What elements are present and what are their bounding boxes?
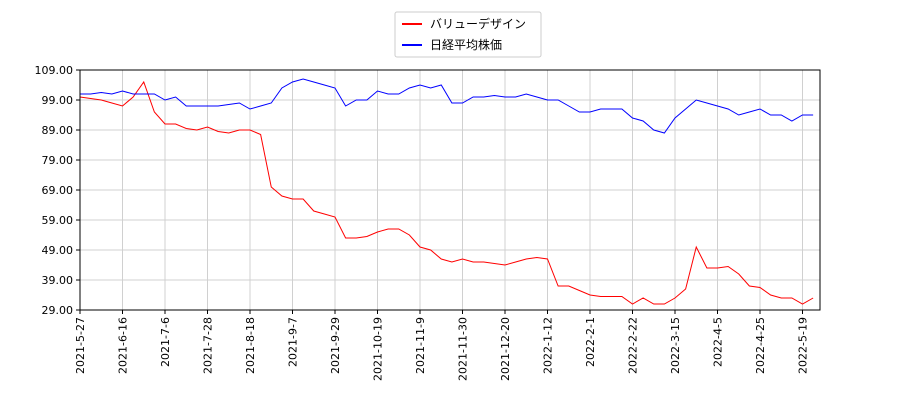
y-tick-label: 39.00: [42, 274, 74, 287]
x-tick-label: 2021-7-28: [202, 317, 215, 374]
x-tick-label: 2022-3-15: [669, 317, 682, 374]
x-tick-label: 2021-11-30: [457, 317, 470, 381]
legend-label: バリューデザイン: [430, 16, 526, 31]
x-tick-label: 2021-11-9: [414, 317, 427, 374]
x-tick-label: 2022-5-19: [797, 317, 810, 374]
series-line: [79, 80, 814, 305]
x-tick-label: 2022-2-22: [627, 317, 640, 374]
legend-label: 日経平均株価: [430, 37, 502, 52]
y-tick-label: 59.00: [42, 214, 74, 227]
y-tick-label: 109.00: [35, 64, 74, 77]
y-tick-label: 29.00: [42, 304, 74, 317]
x-tick-label: 2021-7-6: [159, 317, 172, 367]
y-tick-label: 79.00: [42, 154, 74, 167]
x-tick-label: 2022-2-1: [584, 317, 597, 367]
series-line: [80, 78, 814, 134]
y-tick-label: 99.00: [42, 94, 74, 107]
x-tick-label: 2021-6-16: [117, 317, 130, 374]
x-tick-label: 2022-4-25: [754, 317, 767, 374]
legend-box: [394, 11, 542, 58]
x-tick-label: 2021-5-27: [74, 317, 87, 374]
plot-frame: [79, 69, 821, 311]
y-tick-label: 69.00: [42, 184, 74, 197]
y-tick-label: 49.00: [42, 244, 74, 257]
x-tick-label: 2021-8-18: [244, 317, 257, 374]
x-tick-label: 2021-9-7: [287, 317, 300, 367]
x-tick-label: 2021-9-29: [329, 317, 342, 374]
x-tick-label: 2021-12-20: [499, 317, 512, 381]
y-tick-label: 89.00: [42, 124, 74, 137]
x-tick-label: 2022-1-12: [542, 317, 555, 374]
x-tick-label: 2022-4-5: [712, 317, 725, 367]
x-tick-label: 2021-10-19: [372, 317, 385, 381]
